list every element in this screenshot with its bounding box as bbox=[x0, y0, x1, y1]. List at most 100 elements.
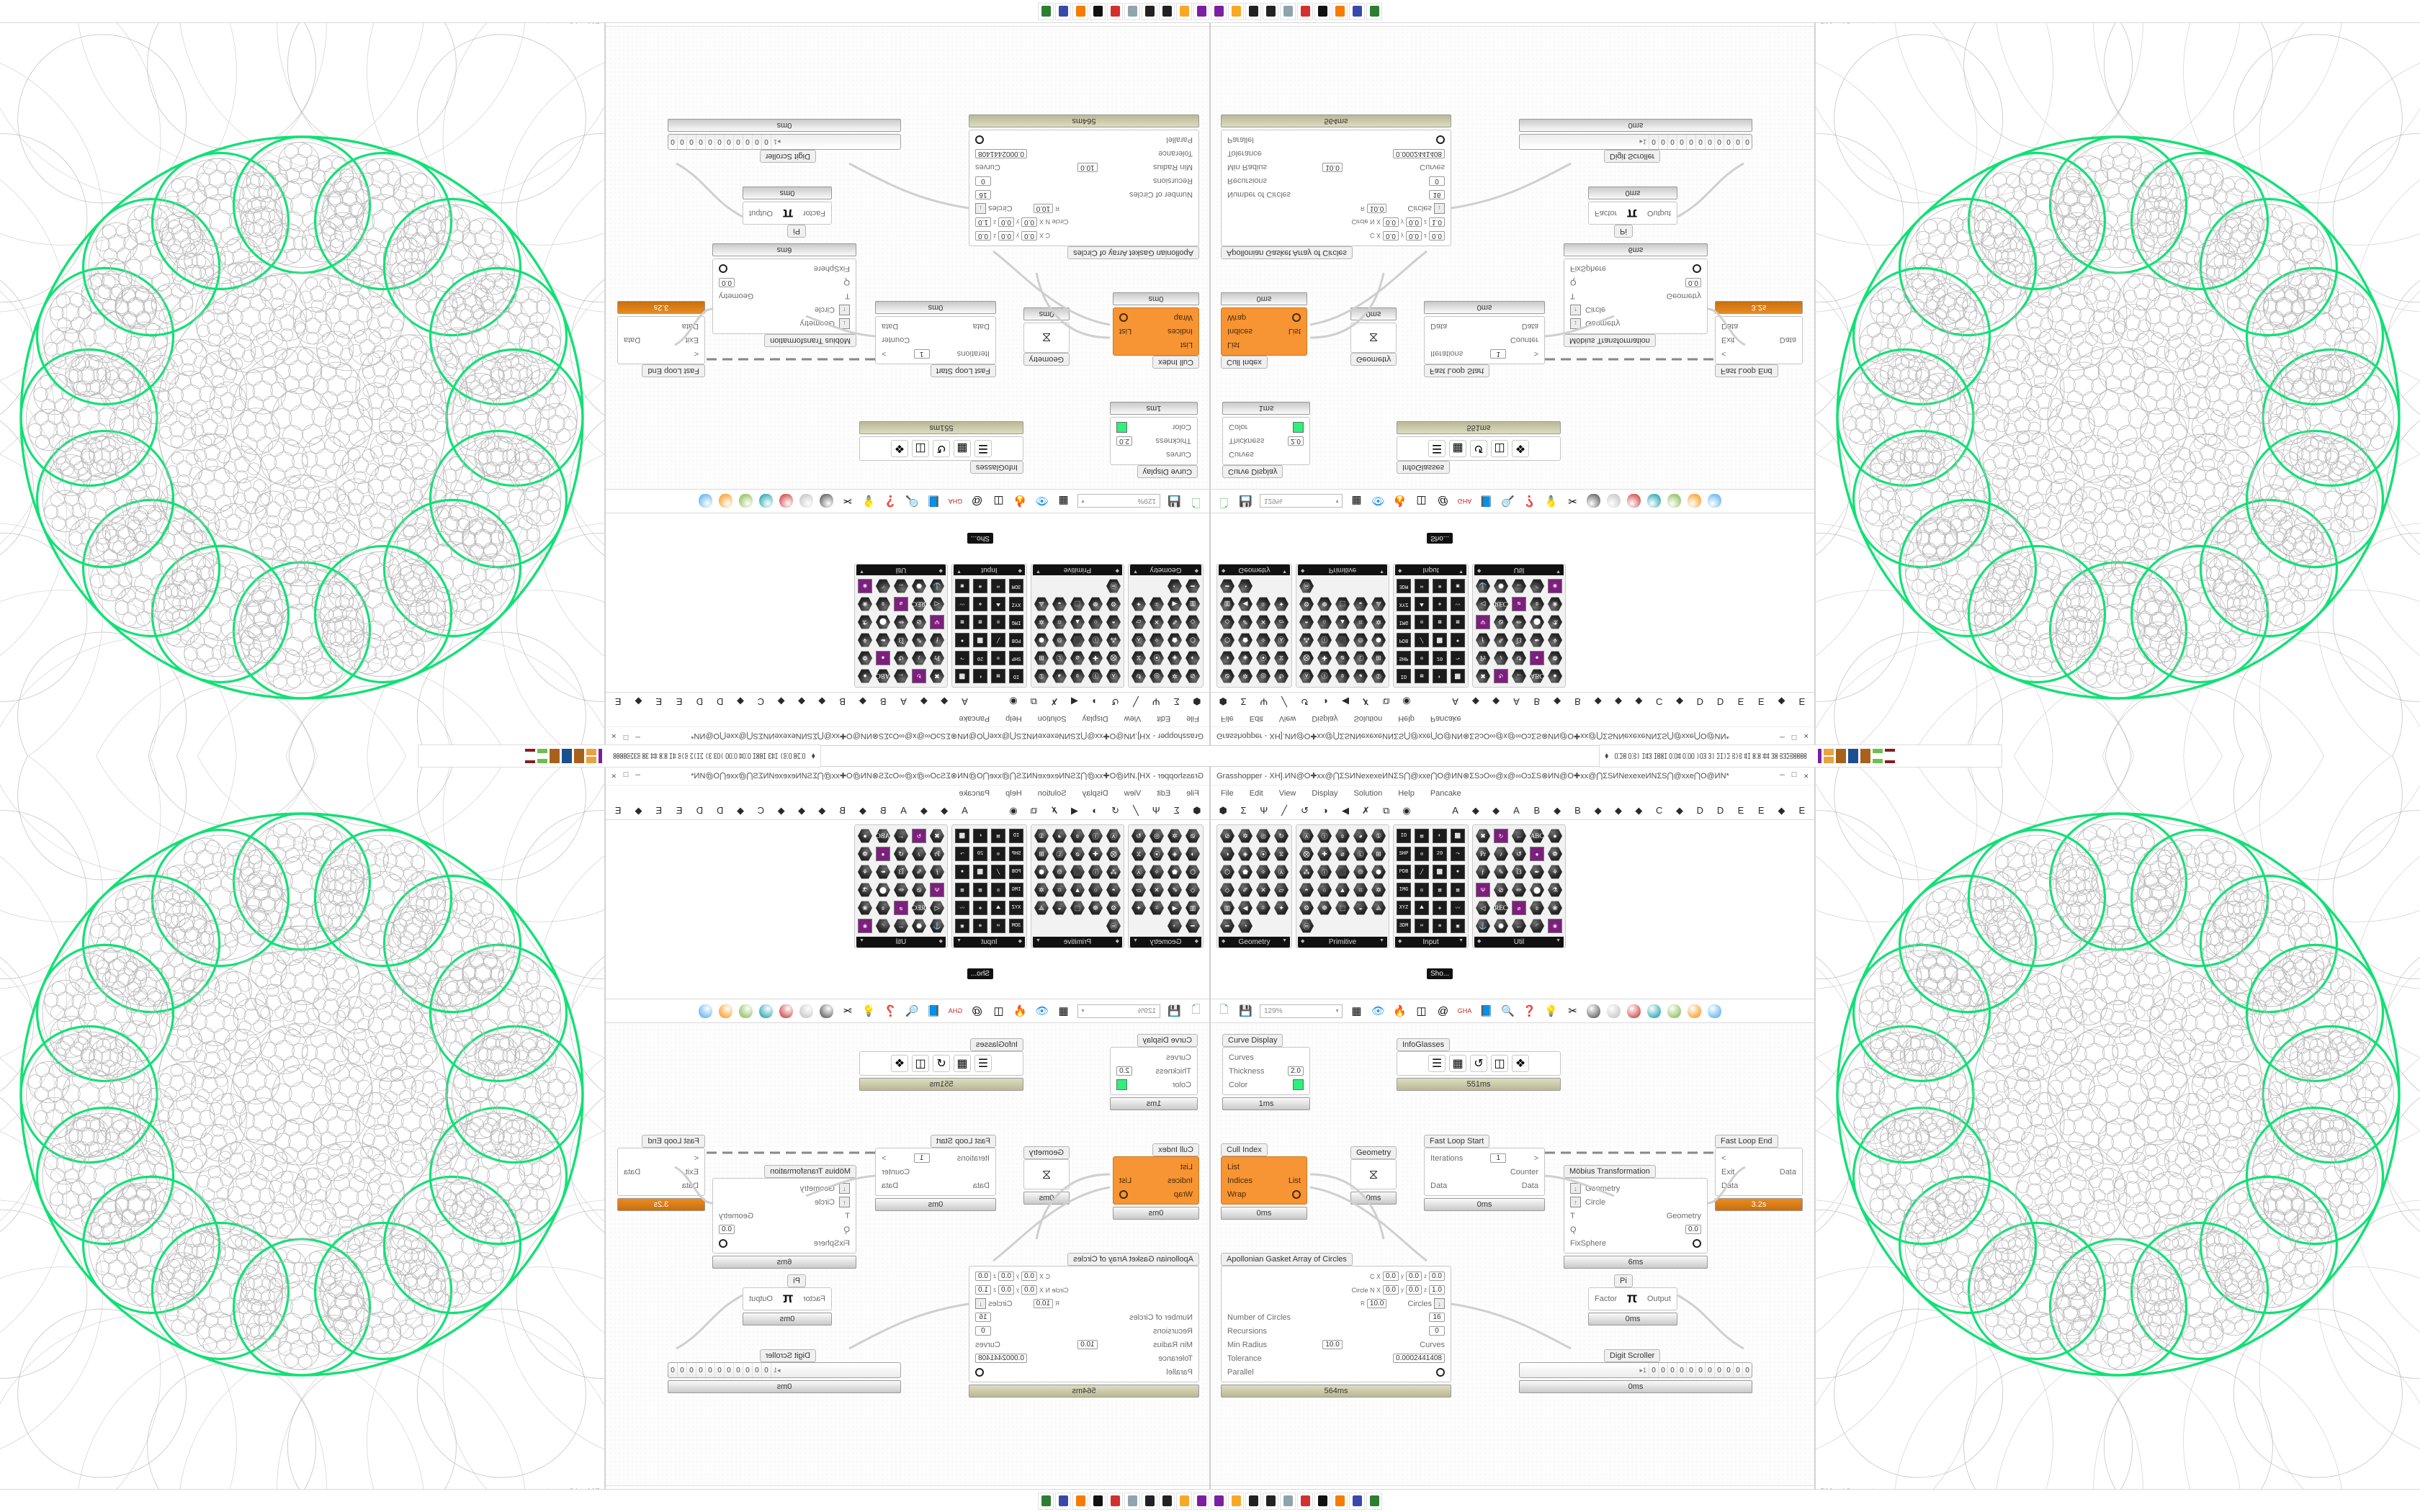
scroller-digit-1[interactable]: 0 bbox=[1658, 135, 1667, 149]
component-input-9[interactable]: ╱ bbox=[990, 631, 1007, 649]
component-primitive-7[interactable] bbox=[1069, 649, 1086, 667]
value-tolerance[interactable]: 0.0002441408 bbox=[1393, 149, 1445, 158]
component-util-4[interactable] bbox=[1546, 667, 1564, 685]
value-recursions[interactable]: 0 bbox=[975, 176, 991, 186]
port-q[interactable]: Q bbox=[1570, 278, 1577, 287]
maximize-icon[interactable]: □ bbox=[1791, 732, 1797, 742]
menu-edit[interactable]: Edit bbox=[1249, 714, 1263, 723]
component-input-13[interactable]: ◎ bbox=[990, 881, 1007, 899]
component-input-4[interactable]: SHP bbox=[1008, 845, 1025, 863]
component-geometry-8[interactable] bbox=[1219, 631, 1236, 649]
vector-icon[interactable]: ╱ bbox=[1133, 696, 1139, 708]
scroller-digit-5[interactable]: 0 bbox=[1695, 135, 1705, 149]
node-geometry[interactable]: Geometry ⧖ 0ms bbox=[1350, 307, 1397, 366]
menu-file[interactable]: File bbox=[1186, 789, 1199, 798]
component-util-8[interactable]: ● bbox=[874, 649, 892, 667]
at-sign-icon[interactable]: @ bbox=[1437, 495, 1449, 508]
component-input-1[interactable]: ▤ bbox=[990, 827, 1007, 845]
component-util-25[interactable] bbox=[928, 917, 946, 935]
rhino-viewport[interactable]: Rhino Viewport Top ▼ x bbox=[0, 0, 605, 756]
vector-icon[interactable]: ╱ bbox=[1133, 804, 1139, 816]
component-input-9[interactable]: ╱ bbox=[990, 863, 1007, 881]
component-util-14[interactable] bbox=[856, 631, 874, 649]
node-infoglasses[interactable]: InfoGlasses ☰ ▦ ↺ ◫ ❖ 551ms bbox=[859, 421, 1023, 474]
surface-icon[interactable]: ◑ bbox=[1092, 696, 1098, 707]
menu-view[interactable]: View bbox=[1278, 714, 1296, 723]
sphere-preview-6[interactable] bbox=[699, 1004, 712, 1018]
scroller-digit-6[interactable]: 0 bbox=[706, 135, 715, 149]
port-thickness[interactable]: Thickness bbox=[1155, 1066, 1191, 1076]
port-circle[interactable]: Circle bbox=[814, 1197, 835, 1207]
component-geometry-17[interactable] bbox=[1166, 595, 1183, 613]
component-util-9[interactable] bbox=[856, 649, 874, 667]
port-data[interactable]: Data bbox=[1721, 322, 1739, 331]
port-geometry[interactable]: Geometry bbox=[1585, 319, 1621, 328]
component-primitive-16[interactable] bbox=[1087, 613, 1104, 631]
help-bag-icon[interactable]: ❓ bbox=[884, 495, 897, 507]
component-geometry-16[interactable] bbox=[1184, 899, 1201, 917]
component-primitive-20[interactable] bbox=[1105, 595, 1122, 613]
component-primitive-13[interactable] bbox=[1352, 631, 1369, 649]
component-primitive-6[interactable] bbox=[1316, 649, 1333, 667]
digit-scroller-control[interactable]: ▸1 0 0 0 0 0 0 0 0 0 0 0 bbox=[668, 134, 901, 150]
port-t[interactable]: T bbox=[845, 292, 850, 301]
window-controls[interactable]: — □ ✕ bbox=[1774, 732, 1809, 742]
component-util-11[interactable] bbox=[910, 631, 928, 649]
port-t[interactable]: T bbox=[845, 1211, 850, 1220]
arrow-loop-icon[interactable]: ↺ bbox=[1470, 440, 1487, 457]
port-min-radius[interactable]: Min Radius bbox=[1152, 163, 1193, 172]
component-geometry-4[interactable] bbox=[1219, 649, 1236, 667]
node-fast-loop-start[interactable]: Fast Loop Start Iterations 1 > Counter D… bbox=[875, 301, 996, 378]
component-geometry-10[interactable] bbox=[1148, 631, 1165, 649]
component-input-20[interactable]: 3DM bbox=[1008, 917, 1025, 935]
port-counter[interactable]: Counter bbox=[882, 336, 910, 345]
component-input-19[interactable]: 〰 bbox=[954, 899, 971, 917]
surface-icon[interactable]: ◑ bbox=[1322, 696, 1328, 707]
scroller-digit-4[interactable]: 0 bbox=[1686, 135, 1695, 149]
port-out-circles[interactable]: Circles bbox=[988, 204, 1013, 213]
sphere-preview-0[interactable] bbox=[820, 494, 833, 508]
ribbon-icon-17[interactable]: E bbox=[614, 696, 622, 707]
menu-help[interactable]: Help bbox=[1005, 789, 1022, 798]
component-palettes[interactable]: GeometryPrimitiveID▤◐⬜SHP⊙20⤳PDB╱⬜●IMG◎▧… bbox=[1211, 564, 1814, 692]
port-output[interactable]: Output bbox=[1646, 209, 1671, 217]
port-wrap[interactable]: Wrap bbox=[1173, 1189, 1193, 1199]
component-primitive-7[interactable] bbox=[1069, 845, 1086, 863]
maximize-icon[interactable]: □ bbox=[623, 732, 629, 742]
component-input-17[interactable]: ⛰ bbox=[1413, 595, 1430, 613]
port-wrap[interactable]: Wrap bbox=[1173, 313, 1193, 323]
component-primitive-25[interactable] bbox=[1298, 577, 1315, 595]
sphere-preview-3[interactable] bbox=[759, 494, 773, 508]
component-primitive-5[interactable] bbox=[1105, 845, 1122, 863]
rhino-viewport[interactable]: Rhino Viewport Top ▼ x bbox=[0, 756, 605, 1512]
component-util-11[interactable] bbox=[1492, 631, 1510, 649]
port-number-of-circles[interactable]: Number of Circles bbox=[1227, 190, 1291, 199]
maximize-icon[interactable]: □ bbox=[623, 770, 629, 780]
component-primitive-3[interactable] bbox=[1051, 827, 1068, 845]
port-r[interactable]: R bbox=[1055, 205, 1059, 212]
port-thickness[interactable]: Thickness bbox=[1155, 436, 1191, 446]
value-cz[interactable]: 0.0 bbox=[975, 1272, 991, 1281]
scissors-icon[interactable]: ✂ bbox=[843, 495, 852, 507]
component-util-28[interactable] bbox=[874, 917, 892, 935]
port-counter[interactable]: Counter bbox=[1510, 336, 1538, 345]
component-geometry-3[interactable] bbox=[1273, 667, 1290, 685]
component-geometry-18[interactable] bbox=[1255, 595, 1272, 613]
node-pi[interactable]: Pi Factor π Output 0ms bbox=[1588, 186, 1677, 238]
port-tolerance[interactable]: Tolerance bbox=[1227, 149, 1262, 158]
menu-file[interactable]: File bbox=[1186, 714, 1199, 723]
node-body[interactable]: Curves Thickness 2.0 Color bbox=[1222, 417, 1310, 465]
menu-edit[interactable]: Edit bbox=[1157, 714, 1171, 723]
component-input-6[interactable]: 20 bbox=[972, 845, 989, 863]
port-out-data[interactable]: Data bbox=[624, 1167, 641, 1176]
value-r[interactable]: 10.0 bbox=[1033, 1299, 1054, 1308]
component-input-14[interactable]: ▧ bbox=[1431, 613, 1448, 631]
port-list[interactable]: List bbox=[1227, 341, 1240, 350]
hexagon-icon[interactable]: ⬢ bbox=[1193, 696, 1201, 708]
node-body[interactable]: < Exit Data Data bbox=[617, 316, 705, 364]
component-geometry-12[interactable] bbox=[1184, 613, 1201, 631]
palette-geometry[interactable]: Geometry bbox=[1128, 564, 1204, 688]
sphere-preview-4[interactable] bbox=[739, 494, 753, 508]
port-color[interactable]: Color bbox=[1229, 423, 1248, 432]
component-geometry-17[interactable] bbox=[1166, 899, 1183, 917]
